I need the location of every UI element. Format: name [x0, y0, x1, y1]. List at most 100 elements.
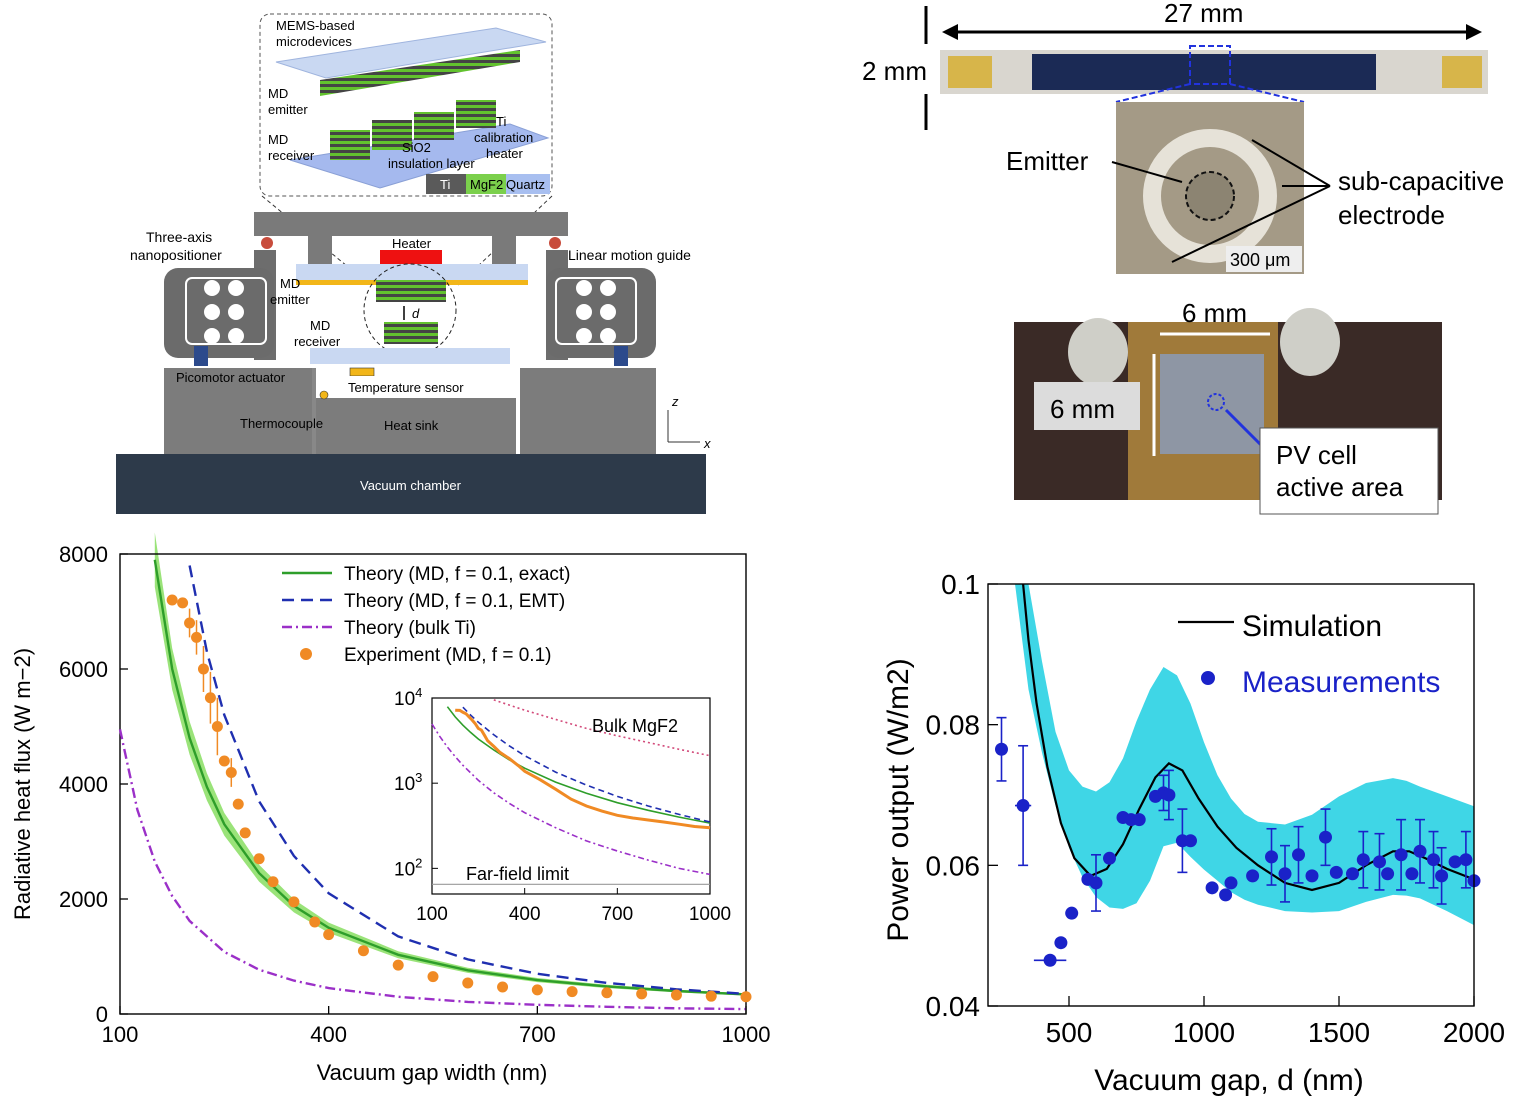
- zoom-emitter-stack: [376, 280, 446, 302]
- measurement-point: [1373, 855, 1386, 869]
- pv-label: PV cell active area: [1276, 440, 1404, 502]
- experiment-point: [705, 990, 717, 1002]
- emitter-zoom-box: [1189, 45, 1231, 85]
- measurement-point: [1305, 869, 1319, 883]
- measurement-point: [1319, 830, 1332, 844]
- experiment-point: [253, 853, 265, 865]
- measurement-point: [1103, 851, 1116, 865]
- pv-contact-left: [1068, 318, 1128, 386]
- emitter-label: Emitter: [1006, 146, 1089, 176]
- legend-quartz-label: Quartz: [506, 177, 545, 192]
- legend-marker: [300, 648, 312, 660]
- pv-cell: [1160, 354, 1264, 454]
- y-tick-label: 0: [96, 1002, 108, 1027]
- left-chart-ylabel: Radiative heat flux (W m−2): [10, 648, 35, 920]
- x-tick-label: 1500: [1308, 1017, 1370, 1048]
- measurement-point: [995, 742, 1008, 756]
- emitter-quartz: [296, 264, 528, 280]
- experiment-point: [636, 988, 648, 1000]
- measurement-point: [1184, 834, 1197, 848]
- measurement-point: [1435, 869, 1449, 883]
- inset-bulk-mgf2-line: [493, 699, 711, 757]
- experiment-point: [497, 981, 509, 993]
- left-chart-xlabel: Vacuum gap width (nm): [317, 1060, 548, 1085]
- temperature-sensor-chip: [349, 367, 375, 377]
- series-line-0: [153, 559, 747, 996]
- vacuum-chamber-label: Vacuum chamber: [360, 478, 462, 493]
- legend-mgf2-swatch: [466, 174, 506, 194]
- legend-mgf2-label: MgF2: [470, 177, 503, 192]
- experiment-point: [204, 692, 216, 704]
- measurement-point: [1089, 876, 1103, 890]
- inset-y-tick-label: 104: [394, 685, 422, 710]
- simulation-line: [1022, 583, 1475, 892]
- inset-series-line-2: [431, 723, 711, 876]
- experiment-point: [191, 631, 203, 643]
- y-tick-label: 0.04: [926, 991, 981, 1022]
- picomotor-left: [194, 346, 208, 366]
- experiment-point: [323, 929, 335, 941]
- x-tick-label: 100: [102, 1022, 139, 1047]
- experiment-point: [197, 663, 209, 675]
- legend-ti-swatch: [426, 174, 466, 194]
- device-photos: 27 mm 2 mm Emitter sub-capacitive electro…: [862, 0, 1504, 515]
- inset-x-tick-label: 400: [509, 904, 541, 925]
- length-label: 27 mm: [1164, 0, 1243, 28]
- vacuum-chamber: [116, 454, 706, 514]
- legend-label: Simulation: [1242, 610, 1382, 643]
- legend-label: Measurements: [1242, 666, 1440, 699]
- power-output-chart: 500 1000 1500 2000 0.04 0.06 0.08 0.1 Vacuum ga…: [882, 569, 1505, 1097]
- measurement-point: [1405, 867, 1419, 881]
- y-tick-label: 0.1: [941, 569, 980, 600]
- gap-symbol: d: [412, 306, 420, 321]
- gantry-leg-right: [492, 236, 516, 266]
- legend-label: Theory (MD, f = 0.1, exact): [344, 564, 571, 585]
- x-tick-label: 400: [310, 1022, 347, 1047]
- experiment-point: [531, 984, 543, 996]
- pv-label-box: [1259, 427, 1439, 515]
- inset-x-tick-label: 100: [416, 904, 448, 925]
- micrograph-ring: [1143, 129, 1277, 263]
- inset-receiver-block-2: [372, 120, 412, 150]
- experiment-point: [211, 721, 223, 732]
- inset-emitter-stack: [320, 50, 520, 96]
- experiment-point: [184, 617, 196, 629]
- electrode-arrow-3: [1171, 185, 1331, 263]
- inset-y-tick-label: 103: [394, 770, 422, 795]
- gantry-leg-left: [308, 236, 332, 266]
- experiment-point: [309, 916, 321, 928]
- md-emitter-label: MD emitter: [270, 276, 310, 307]
- x-tick-label: 1000: [722, 1022, 771, 1047]
- inset-sio2-label: SiO2: [402, 140, 431, 155]
- series-line-2: [118, 729, 747, 1011]
- experiment-point: [357, 945, 369, 957]
- measurement-point: [1265, 850, 1278, 864]
- emitter-circle: [1185, 171, 1235, 221]
- measurement-point: [1346, 867, 1359, 881]
- measurement-point: [1413, 844, 1427, 858]
- inset-bulk-label: Bulk MgF2: [592, 716, 678, 736]
- inset-y-tick-label: 102: [394, 855, 422, 880]
- picomotor-right: [614, 346, 628, 366]
- legend-label: Experiment (MD, f = 0.1): [344, 645, 551, 666]
- y-tick-label: 2000: [59, 887, 108, 912]
- temp-sensor-box: [338, 376, 486, 398]
- pv-arrow: [1224, 408, 1264, 448]
- experiment-point: [392, 959, 404, 971]
- measurement-point: [1448, 855, 1462, 869]
- right-plot-frame: [987, 583, 1475, 1007]
- y-tick-label: 0.06: [926, 850, 981, 881]
- inset-receiver-block-4: [456, 100, 496, 128]
- linear-guide-label: Linear motion guide: [568, 247, 691, 263]
- cell-height-label: 6 mm: [1050, 394, 1115, 424]
- inset-far-field-label: Far-field limit: [466, 864, 569, 884]
- measurement-point: [1427, 853, 1440, 867]
- inset-receiver-block-3: [414, 112, 454, 140]
- simulation-uncertainty-band: [1015, 584, 1474, 926]
- right-chart-ylabel: Power output (W/m2): [882, 658, 915, 941]
- x-tick-label: 1000: [1173, 1017, 1235, 1048]
- inset-md-receiver-label: MD receiver: [268, 132, 315, 163]
- measurement-point: [1356, 853, 1370, 867]
- measurement-point: [1219, 888, 1233, 902]
- bearing-right: [549, 237, 561, 249]
